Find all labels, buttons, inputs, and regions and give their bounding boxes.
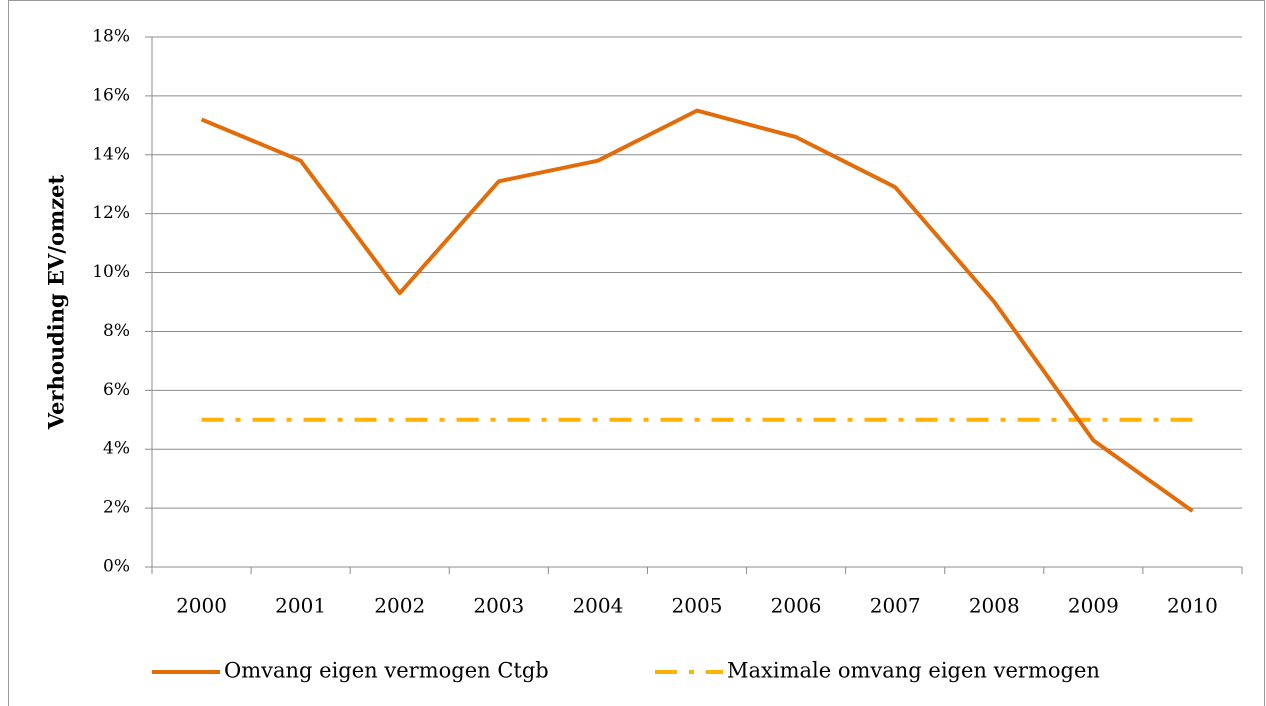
x-tick-label: 2000 bbox=[176, 594, 227, 618]
x-tick-label: 2010 bbox=[1167, 594, 1218, 618]
y-tick-label: 6% bbox=[103, 380, 130, 400]
y-tick-label: 4% bbox=[103, 439, 130, 459]
y-tick-label: 14% bbox=[92, 144, 130, 164]
y-tick-label: 8% bbox=[103, 321, 130, 341]
x-tick-label: 2008 bbox=[969, 594, 1020, 618]
x-tick-label: 2007 bbox=[870, 594, 921, 618]
x-tick-label: 2001 bbox=[275, 594, 326, 618]
y-tick-label: 10% bbox=[92, 262, 130, 282]
x-tick-label: 2009 bbox=[1068, 594, 1119, 618]
x-tick-label: 2003 bbox=[473, 594, 524, 618]
data-line bbox=[200, 108, 1194, 513]
y-tick-label: 18% bbox=[92, 27, 130, 47]
chart-border bbox=[8, 0, 1265, 706]
x-tick-label: 2006 bbox=[771, 594, 822, 618]
x-tick-label: 2004 bbox=[572, 594, 623, 618]
y-tick-label: 0% bbox=[103, 557, 130, 577]
y-tick-label: 16% bbox=[92, 85, 130, 105]
legend-label: Maximale omvang eigen vermogen bbox=[727, 659, 1100, 683]
x-tick-label: 2002 bbox=[374, 594, 425, 618]
y-tick-label: 2% bbox=[103, 498, 130, 518]
x-tick-label: 2005 bbox=[672, 594, 723, 618]
legend-label: Omvang eigen vermogen Ctgb bbox=[224, 659, 549, 683]
y-axis-title: Verhouding EV/omzet bbox=[44, 174, 69, 430]
y-tick-label: 12% bbox=[92, 203, 130, 223]
